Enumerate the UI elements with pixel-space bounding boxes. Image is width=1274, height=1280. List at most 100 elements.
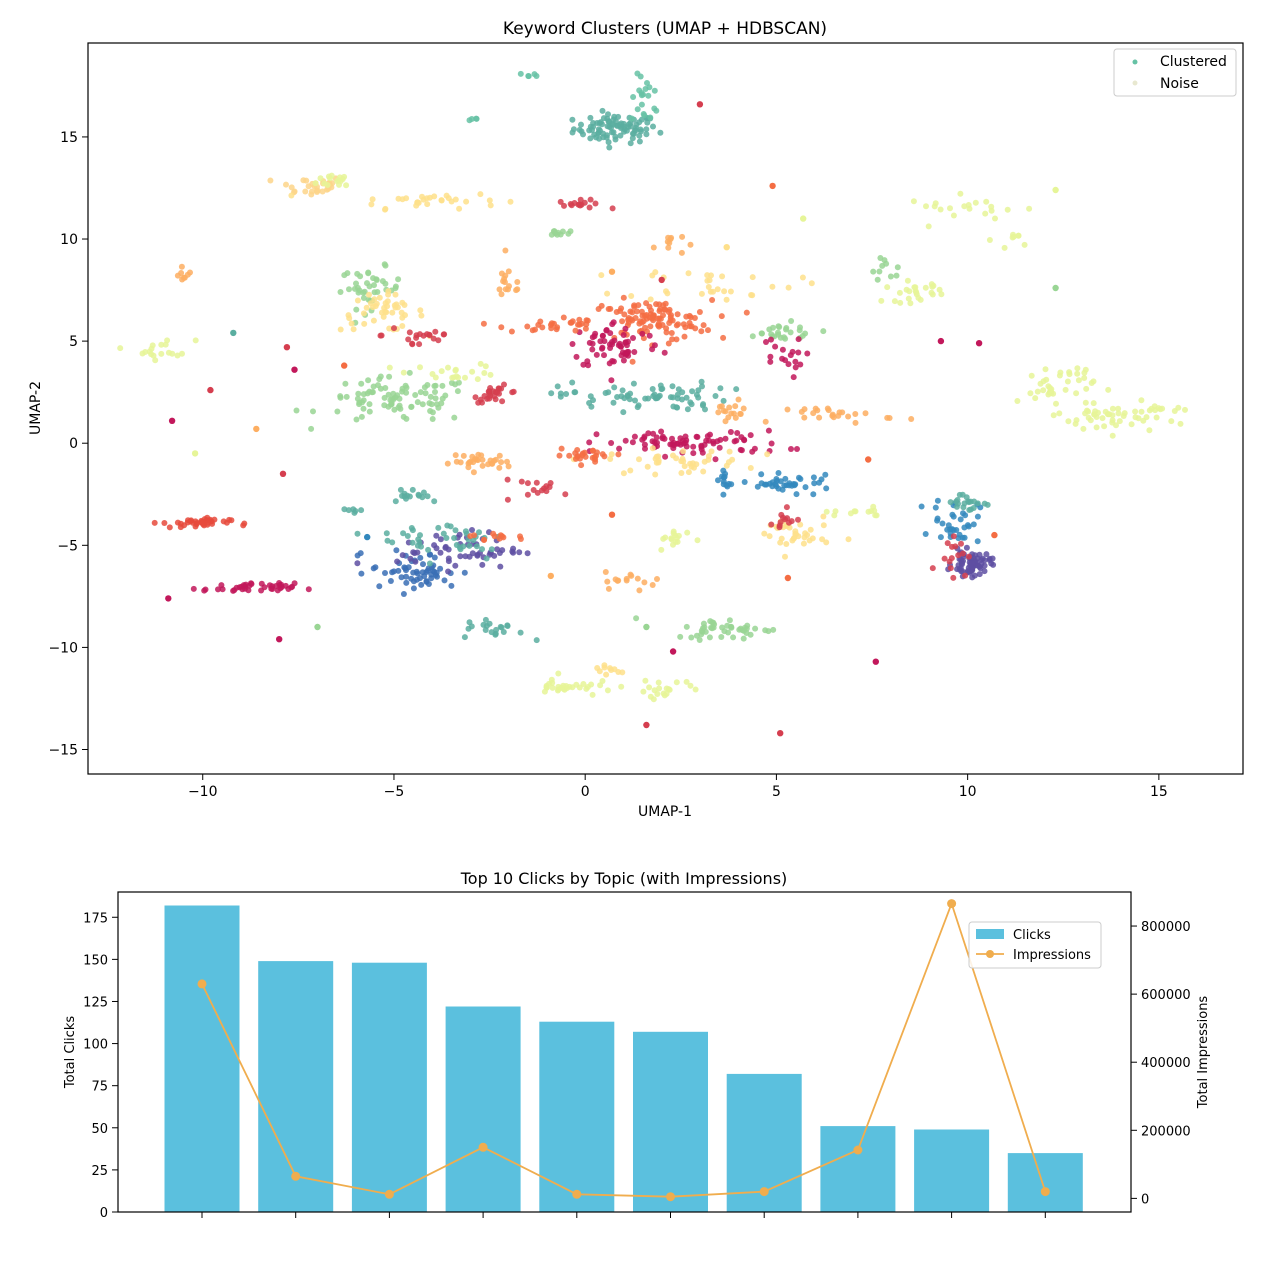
scatter-point	[1099, 415, 1106, 422]
scatter-point	[801, 534, 808, 541]
cluster-57	[602, 569, 660, 594]
scatter-point	[610, 129, 617, 136]
cluster-27	[586, 427, 800, 463]
scatter-point	[433, 569, 440, 576]
scatter-point	[399, 492, 405, 499]
scatter-point	[1034, 388, 1041, 395]
cluster-30	[556, 445, 622, 469]
scatter-point	[467, 533, 474, 540]
cluster-5	[312, 172, 350, 189]
scatter-point	[1073, 390, 1080, 397]
scatter-point	[602, 569, 609, 575]
scatter-point	[605, 585, 612, 592]
scatter-point	[543, 682, 550, 689]
scatter-point	[641, 112, 648, 119]
scatter-point	[1101, 423, 1108, 430]
bar-legend: Clicks Impressions	[968, 921, 1102, 969]
bar-plot-frame	[117, 891, 1132, 1213]
scatter-point	[510, 549, 517, 556]
scatter-point	[1083, 385, 1090, 392]
scatter-point	[701, 624, 708, 631]
scatter-point	[615, 451, 622, 458]
scatter-point	[818, 476, 825, 483]
scatter-chart: Keyword Clusters (UMAP + HDBSCAN) −10 −5 0…	[28, 19, 1244, 820]
scatter-point	[769, 283, 776, 290]
scatter-y-axis-label: UMAP-2	[28, 381, 44, 435]
scatter-points	[117, 70, 1188, 737]
scatter-point	[955, 552, 962, 559]
scatter-point	[785, 284, 792, 291]
scatter-point	[563, 683, 570, 689]
impressions-point	[947, 899, 957, 909]
scatter-point	[783, 482, 790, 489]
scatter-point	[974, 513, 981, 520]
scatter-point	[465, 464, 472, 471]
scatter-point	[1001, 244, 1008, 251]
scatter-point	[944, 526, 951, 533]
scatter-point	[1040, 387, 1047, 394]
scatter-point	[162, 341, 169, 348]
scatter-point	[498, 324, 505, 331]
left-tick-label: 0	[100, 1206, 108, 1221]
cluster-41	[724, 470, 830, 498]
scatter-point	[656, 685, 663, 692]
cluster-44	[768, 504, 801, 531]
scatter-point	[389, 569, 396, 576]
scatter-point	[452, 527, 459, 534]
scatter-point	[524, 491, 531, 498]
scatter-point	[382, 385, 389, 391]
scatter-point	[631, 433, 638, 440]
scatter-point	[578, 462, 585, 469]
scatter-point	[606, 341, 613, 348]
scatter-point	[590, 397, 596, 404]
scatter-point	[800, 215, 807, 222]
scatter-point	[791, 534, 798, 541]
scatter-point	[599, 332, 606, 339]
scatter-point	[992, 215, 998, 222]
scatter-point	[438, 368, 445, 375]
scatter-point	[597, 682, 604, 689]
impressions-point	[291, 1171, 301, 1181]
scatter-point	[337, 289, 344, 295]
scatter-point	[975, 340, 983, 347]
scatter-point	[273, 583, 279, 589]
scatter-point	[486, 620, 493, 627]
legend-clustered-marker	[1132, 59, 1138, 65]
scatter-point	[524, 550, 531, 557]
scatter-point	[719, 273, 726, 280]
scatter-point	[533, 479, 540, 486]
scatter-point	[394, 558, 401, 565]
left-tick-label: 50	[91, 1122, 108, 1137]
scatter-point	[529, 327, 536, 334]
cluster-25	[548, 378, 740, 416]
scatter-point	[601, 338, 608, 345]
scatter-point	[677, 633, 684, 640]
scatter-point	[669, 336, 676, 343]
scatter-point	[460, 543, 467, 550]
scatter-point	[716, 403, 723, 410]
scatter-point	[389, 539, 396, 546]
scatter-point	[1080, 425, 1087, 432]
scatter-point	[379, 309, 385, 316]
scatter-point	[365, 270, 372, 277]
scatter-point	[219, 586, 226, 593]
scatter-point	[814, 407, 821, 414]
scatter-point	[865, 508, 872, 515]
scatter-point	[372, 303, 379, 310]
scatter-point	[829, 412, 836, 419]
scatter-point	[835, 412, 842, 419]
scatter-point	[634, 404, 641, 411]
scatter-point	[1027, 390, 1034, 397]
scatter-point	[598, 272, 605, 279]
y-tick-label: −15	[48, 742, 78, 758]
scatter-point	[441, 577, 448, 584]
scatter-point	[1087, 417, 1094, 424]
scatter-point	[498, 291, 505, 298]
scatter-point	[621, 395, 628, 402]
scatter-point	[663, 329, 670, 336]
cluster-47	[947, 491, 991, 513]
scatter-point	[962, 512, 969, 519]
scatter-point	[491, 533, 498, 540]
scatter-point	[601, 662, 608, 669]
scatter-point	[382, 570, 388, 576]
